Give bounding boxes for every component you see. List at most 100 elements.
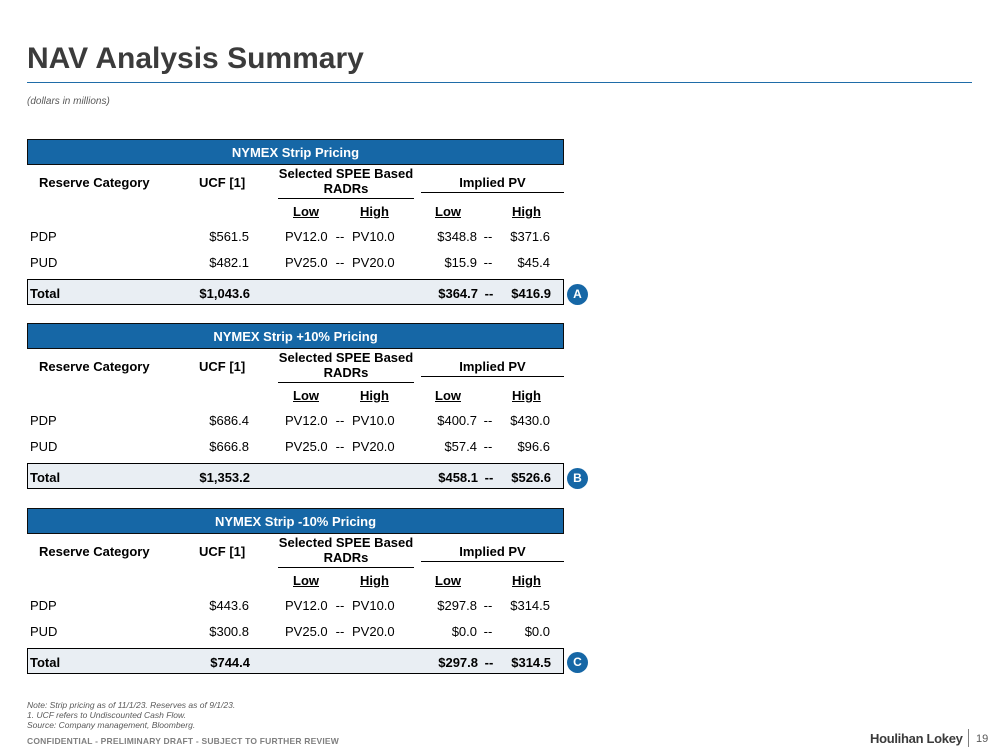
row-pv-separator: -- [483, 255, 493, 270]
row-pv-high: $371.6 [510, 229, 550, 244]
total-pv-low: $458.1 [438, 470, 478, 485]
title-divider [27, 82, 972, 83]
col-header-implied-pv: Implied PV [421, 175, 564, 193]
row-category: PUD [30, 439, 58, 454]
total-pv-high: $314.5 [511, 655, 551, 670]
row-radr-separator: -- [335, 413, 345, 428]
row-category: PUD [30, 624, 58, 639]
footnote-ucf: 1. UCF refers to Undiscounted Cash Flow. [27, 710, 187, 720]
row-pv-low: $0.0 [451, 624, 477, 639]
total-pv-separator: -- [484, 655, 494, 670]
confidential-notice: CONFIDENTIAL - PRELIMINARY DRAFT - SUBJE… [27, 736, 340, 746]
table-heading: NYMEX Strip +10% Pricing [27, 323, 564, 349]
nav-table-strip-minus-10: NYMEX Strip -10% Pricing Reserve Categor… [27, 508, 564, 683]
row-radr-separator: -- [335, 598, 345, 613]
row-pv-high: $96.6 [517, 439, 550, 454]
row-radr-separator: -- [335, 229, 345, 244]
total-ucf: $1,043.6 [199, 286, 250, 301]
row-radr-separator: -- [335, 439, 345, 454]
row-radr-low: PV12.0 [285, 229, 328, 244]
table-heading: NYMEX Strip Pricing [27, 139, 564, 165]
total-label: Total [30, 286, 61, 301]
row-pv-low: $297.8 [437, 598, 477, 613]
row-radr-low: PV25.0 [285, 255, 328, 270]
col-header-ucf: UCF [1] [199, 175, 246, 190]
subheader-radr-high: High [360, 204, 389, 219]
row-ucf: $300.8 [209, 624, 249, 639]
row-ucf: $561.5 [209, 229, 249, 244]
row-ucf: $686.4 [209, 413, 249, 428]
page-title: NAV Analysis Summary [27, 42, 364, 75]
row-category: PDP [30, 229, 57, 244]
total-pv-low: $297.8 [438, 655, 478, 670]
total-ucf: $1,353.2 [199, 470, 250, 485]
row-ucf: $443.6 [209, 598, 249, 613]
row-radr-high: PV10.0 [352, 229, 395, 244]
row-pv-separator: -- [483, 439, 493, 454]
row-pv-low: $348.8 [437, 229, 477, 244]
total-label: Total [30, 655, 61, 670]
row-pv-high: $430.0 [510, 413, 550, 428]
col-header-reserve-category: Reserve Category [39, 359, 150, 374]
subheader-radr-low: Low [293, 573, 319, 588]
row-pv-separator: -- [483, 624, 493, 639]
col-header-implied-pv: Implied PV [421, 544, 564, 562]
subheader-radr-low: Low [293, 204, 319, 219]
row-radr-low: PV12.0 [285, 413, 328, 428]
col-header-reserve-category: Reserve Category [39, 175, 150, 190]
row-radr-high: PV10.0 [352, 413, 395, 428]
page-subtitle: (dollars in millions) [27, 96, 110, 107]
subheader-pv-high: High [512, 388, 541, 403]
row-pv-low: $57.4 [444, 439, 477, 454]
row-radr-low: PV25.0 [285, 439, 328, 454]
total-pv-separator: -- [484, 286, 494, 301]
row-pv-low: $15.9 [444, 255, 477, 270]
row-pv-low: $400.7 [437, 413, 477, 428]
total-row: Total $744.4 $297.8 -- $314.5 [27, 648, 564, 674]
row-ucf: $666.8 [209, 439, 249, 454]
nav-table-strip: NYMEX Strip Pricing Reserve Category UCF… [27, 139, 564, 314]
row-radr-high: PV20.0 [352, 255, 395, 270]
total-pv-separator: -- [484, 470, 494, 485]
subheader-pv-low: Low [435, 388, 461, 403]
row-pv-separator: -- [483, 598, 493, 613]
total-ucf: $744.4 [210, 655, 250, 670]
total-row: Total $1,353.2 $458.1 -- $526.6 [27, 463, 564, 489]
row-radr-low: PV12.0 [285, 598, 328, 613]
footnote-pricing: Note: Strip pricing as of 11/1/23. Reser… [27, 700, 236, 710]
row-pv-separator: -- [483, 413, 493, 428]
row-radr-high: PV10.0 [352, 598, 395, 613]
total-pv-low: $364.7 [438, 286, 478, 301]
footer-divider [968, 729, 969, 747]
row-ucf: $482.1 [209, 255, 249, 270]
brand-logo: Houlihan Lokey [870, 731, 963, 746]
col-header-ucf: UCF [1] [199, 544, 246, 559]
row-category: PDP [30, 598, 57, 613]
subheader-radr-high: High [360, 573, 389, 588]
table-heading: NYMEX Strip -10% Pricing [27, 508, 564, 534]
row-pv-high: $314.5 [510, 598, 550, 613]
row-radr-high: PV20.0 [352, 624, 395, 639]
col-header-ucf: UCF [1] [199, 359, 246, 374]
subheader-pv-low: Low [435, 573, 461, 588]
subheader-radr-low: Low [293, 388, 319, 403]
row-pv-high: $45.4 [517, 255, 550, 270]
col-header-radr: Selected SPEE Based RADRs [278, 350, 414, 383]
subheader-pv-low: Low [435, 204, 461, 219]
row-pv-high: $0.0 [524, 624, 550, 639]
row-radr-separator: -- [335, 624, 345, 639]
subheader-pv-high: High [512, 573, 541, 588]
subheader-radr-high: High [360, 388, 389, 403]
total-pv-high: $416.9 [511, 286, 551, 301]
nav-table-strip-plus-10: NYMEX Strip +10% Pricing Reserve Categor… [27, 323, 564, 498]
badge-b: B [567, 468, 588, 489]
badge-c: C [567, 652, 588, 673]
badge-a: A [567, 284, 588, 305]
page-number: 19 [976, 733, 989, 745]
footnotes: Note: Strip pricing as of 11/1/23. Reser… [27, 700, 235, 730]
col-header-reserve-category: Reserve Category [39, 544, 150, 559]
total-pv-high: $526.6 [511, 470, 551, 485]
col-header-implied-pv: Implied PV [421, 359, 564, 377]
row-category: PDP [30, 413, 57, 428]
total-row: Total $1,043.6 $364.7 -- $416.9 [27, 279, 564, 305]
